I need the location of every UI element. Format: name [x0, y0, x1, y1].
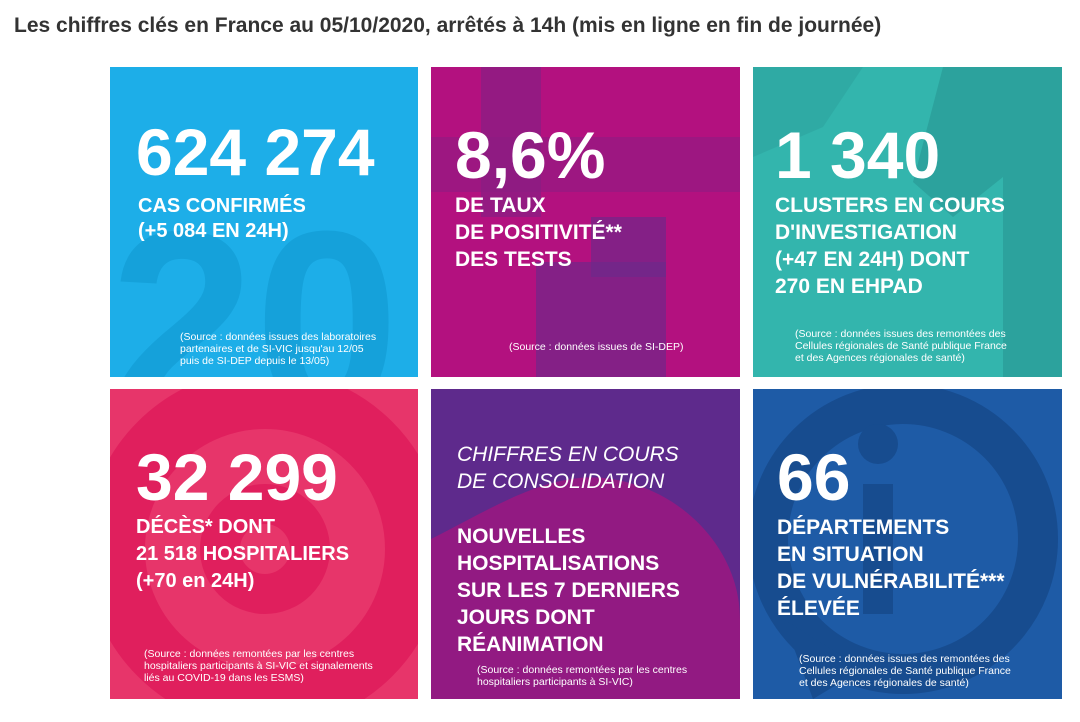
tile-confirmed-cases: 20 624 274 CAS CONFIRMÉS (+5 084 EN 24H)… — [110, 67, 418, 377]
info-bubble-icon — [753, 389, 1058, 699]
departments-label: DÉPARTEMENTS EN SITUATION DE VULNÉRABILI… — [777, 516, 1005, 620]
clusters-source: (Source : données issues des remontées d… — [795, 328, 1007, 364]
number-1-icon — [753, 67, 1062, 377]
confirmed-cases-source: (Source : données issues des laboratoire… — [180, 331, 377, 367]
plus-icon — [431, 67, 740, 377]
ring-icon — [110, 389, 418, 699]
clusters-value: 1 340 — [775, 118, 941, 192]
departments-value: 66 — [777, 440, 851, 514]
tile-hospitalisations: CHIFFRES EN COURS DE CONSOLIDATION NOUVE… — [431, 389, 740, 699]
deaths-label: DÉCÈS* DONT 21 518 HOSPITALIERS (+70 en … — [136, 516, 350, 592]
positivity-rate-value: 8,6% — [455, 118, 606, 192]
clusters-label: CLUSTERS EN COURS D'INVESTIGATION (+47 E… — [775, 194, 1005, 298]
tile-clusters: 1 340 CLUSTERS EN COURS D'INVESTIGATION … — [753, 67, 1062, 377]
tile-deaths: 32 299 DÉCÈS* DONT 21 518 HOSPITALIERS (… — [110, 389, 418, 699]
confirmed-cases-value: 624 274 — [136, 115, 375, 189]
tile-departments: 66 DÉPARTEMENTS EN SITUATION DE VULNÉRAB… — [753, 389, 1062, 699]
number-20-icon: 20 — [110, 178, 399, 377]
page-title: Les chiffres clés en France au 05/10/202… — [14, 14, 882, 37]
positivity-rate-source: (Source : données issues de SI-DEP) — [509, 341, 684, 353]
svg-text:20: 20 — [110, 178, 399, 377]
positivity-rate-label: DE TAUX DE POSITIVITÉ** DES TESTS — [455, 194, 622, 271]
deaths-value: 32 299 — [136, 440, 338, 514]
deaths-source: (Source : données remontées par les cent… — [144, 648, 373, 684]
departments-source: (Source : données issues des remontées d… — [799, 653, 1011, 689]
hospitalisations-label: NOUVELLES HOSPITALISATIONS SUR LES 7 DER… — [457, 525, 680, 656]
tile-positivity-rate: 8,6% DE TAUX DE POSITIVITÉ** DES TESTS (… — [431, 67, 740, 377]
hospitalisations-italic-note: CHIFFRES EN COURS DE CONSOLIDATION — [457, 443, 679, 493]
wave-blob-icon — [431, 477, 740, 699]
confirmed-cases-label: CAS CONFIRMÉS (+5 084 EN 24H) — [138, 195, 306, 242]
hospitalisations-source: (Source : données remontées par les cent… — [477, 664, 688, 688]
